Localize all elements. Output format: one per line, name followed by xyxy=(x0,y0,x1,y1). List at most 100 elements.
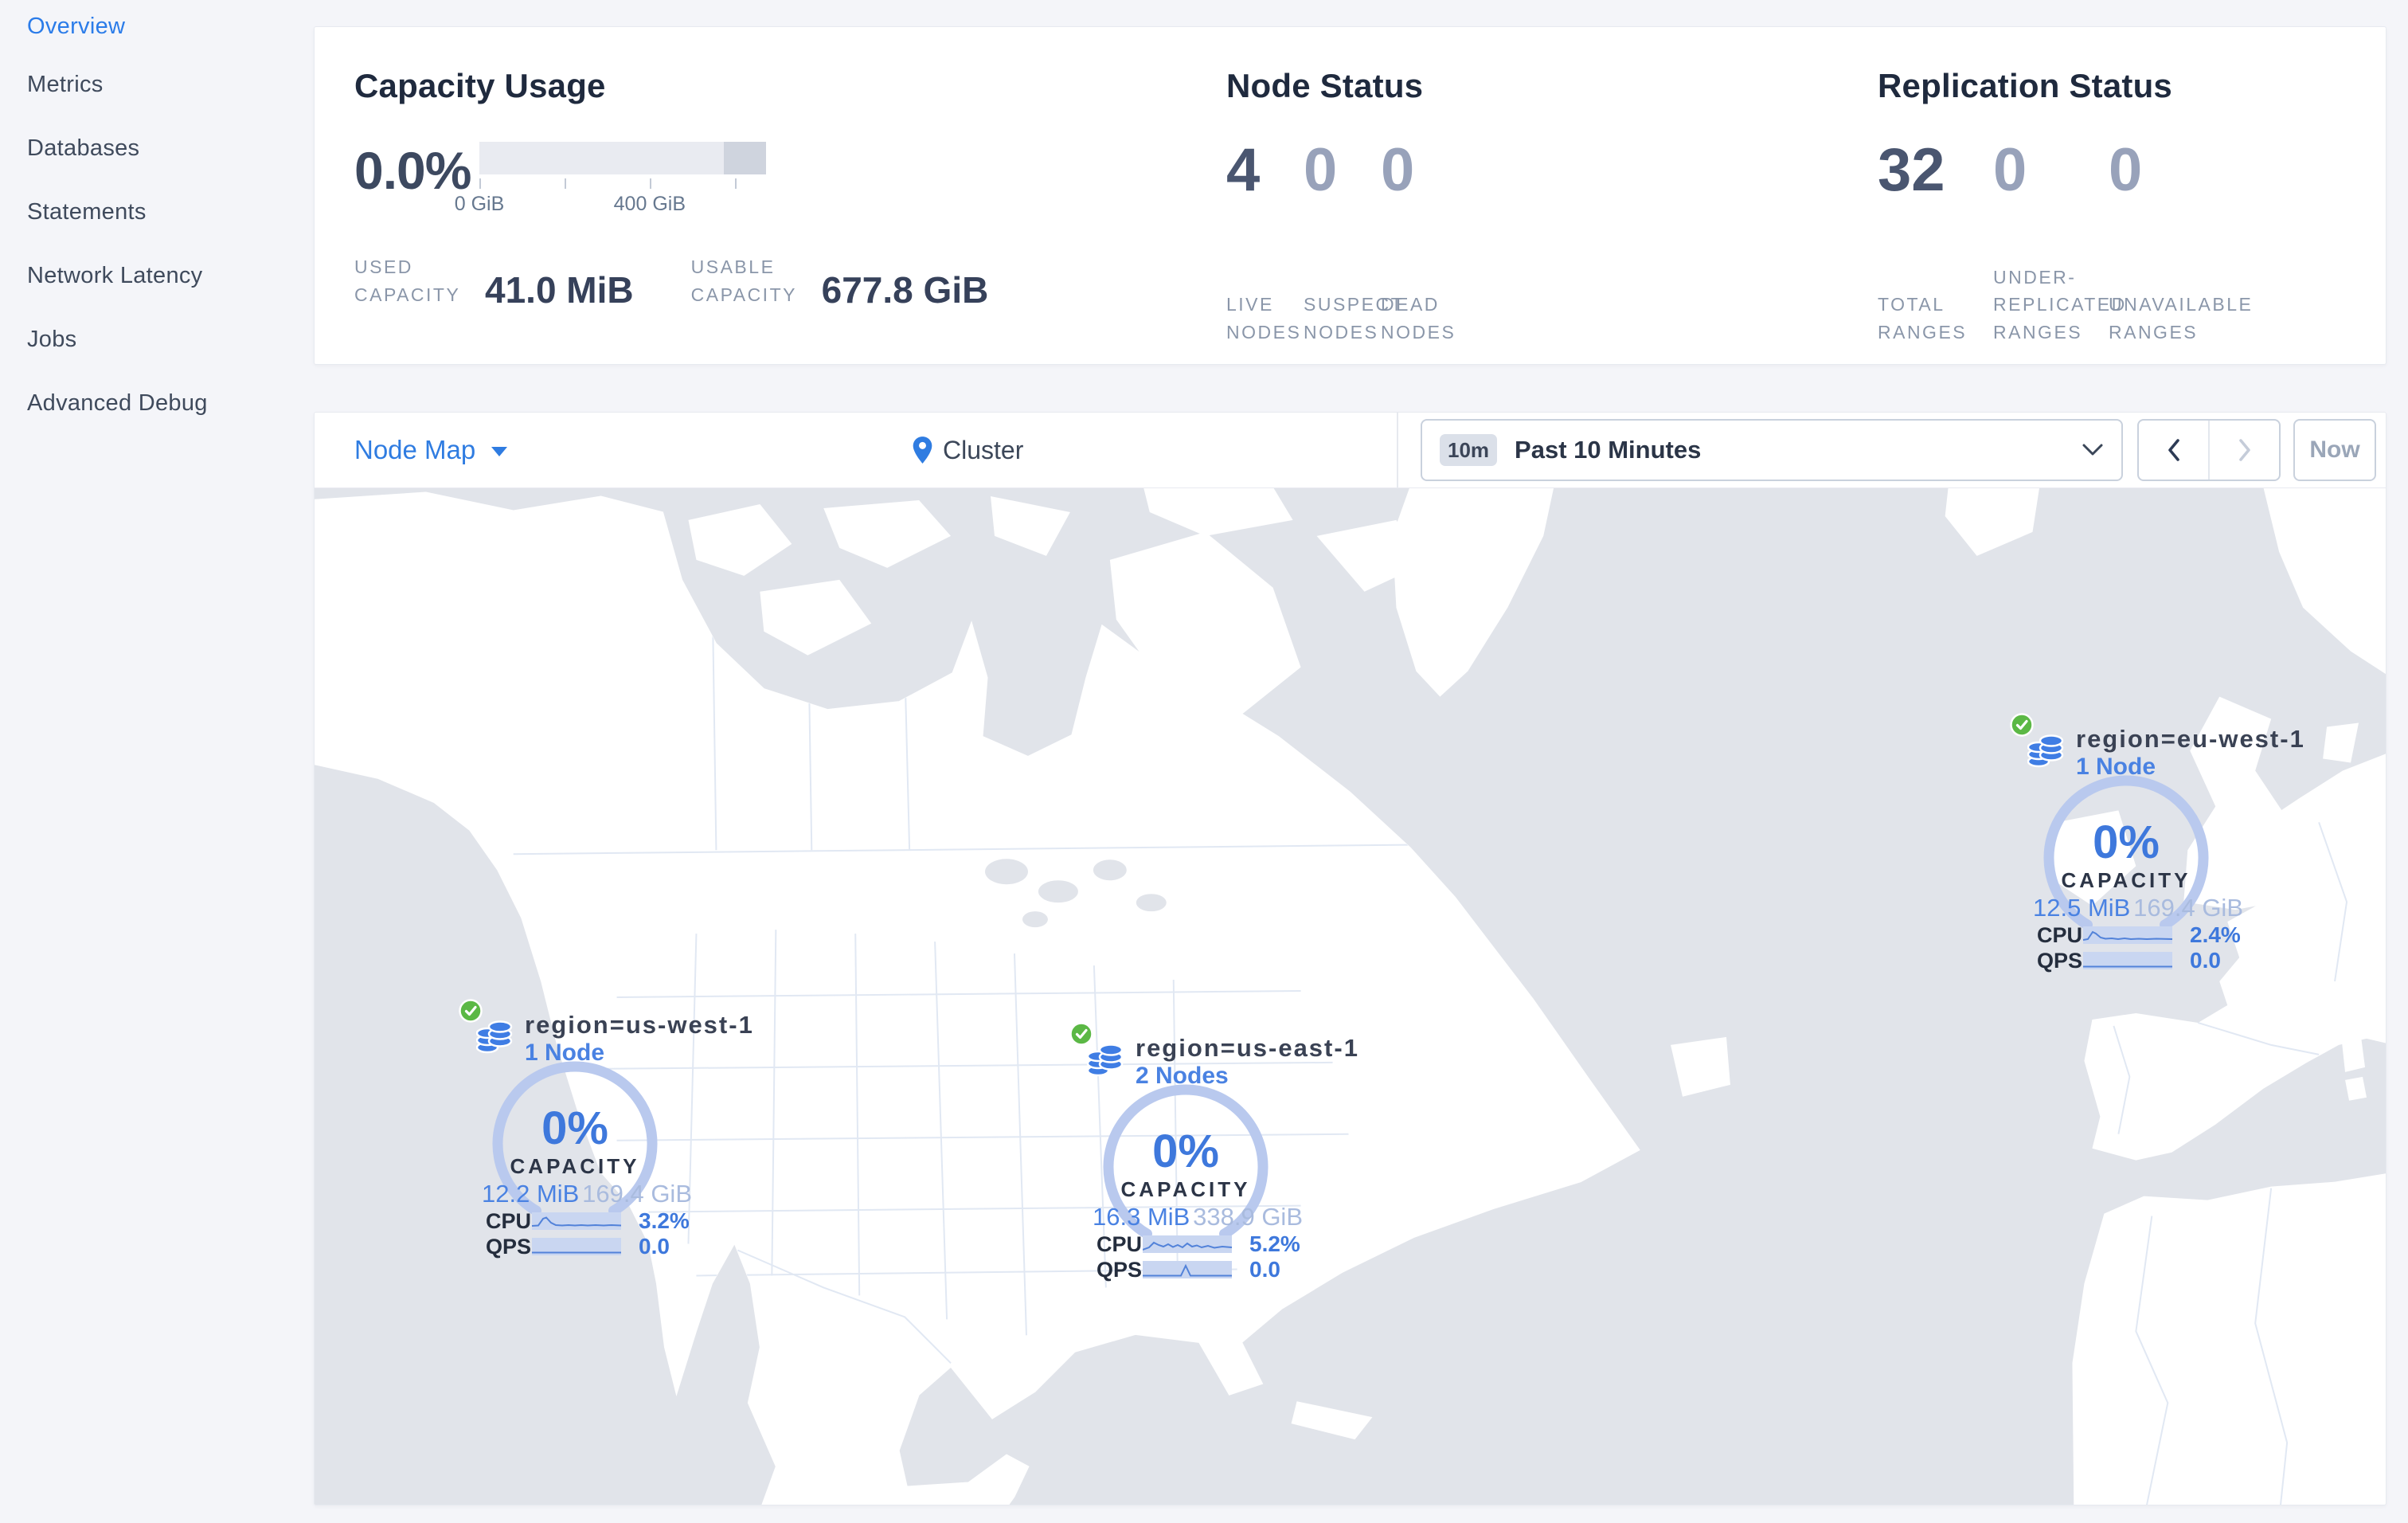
landmass-north-america xyxy=(315,491,1640,1505)
cpu-value: 2.4% xyxy=(2190,922,2241,947)
time-forward-button[interactable] xyxy=(2208,421,2279,480)
landmass-greenland xyxy=(1392,488,1554,697)
region-node-count-link[interactable]: 1 Node xyxy=(2076,754,2156,780)
time-range-dropdown[interactable]: 10m Past 10 Minutes xyxy=(1421,419,2123,481)
under-replicated-ranges-label: UNDER-REPLICATED RANGES xyxy=(1993,266,2127,343)
africa-borders xyxy=(2135,1188,2289,1505)
region-total-capacity: 338.9 GiB xyxy=(1193,1203,1303,1231)
cpu-label: CPU xyxy=(486,1208,532,1233)
total-ranges-count: 32 xyxy=(1878,136,1945,204)
live-nodes-label: LIVE NODES xyxy=(1226,294,1302,343)
region-node-count-link[interactable]: 1 Node xyxy=(525,1039,605,1066)
sidebar: Overview Metrics Databases Statements Ne… xyxy=(0,0,313,1523)
replication-status-section: Replication Status 32 TOTAL RANGES 0 UND… xyxy=(1878,27,2386,364)
total-ranges-label: TOTAL RANGES xyxy=(1878,294,1968,343)
qps-sparkline xyxy=(1143,1261,1232,1278)
cpu-sparkline xyxy=(1143,1235,1232,1253)
capacity-gauge-label: CAPACITY xyxy=(2061,868,2191,892)
breadcrumb-cluster: Cluster xyxy=(943,435,1024,464)
view-mode-dropdown[interactable]: Node Map xyxy=(354,435,912,465)
qps-label: QPS xyxy=(486,1234,532,1259)
breadcrumb[interactable]: Cluster xyxy=(912,436,1023,465)
capacity-bar-reserved-segment xyxy=(724,142,766,174)
unavailable-ranges-label: UNAVAILABLE RANGES xyxy=(2109,294,2254,343)
toolbar-divider xyxy=(1397,413,1398,487)
capacity-bar: 0 GiB 400 GiB xyxy=(455,142,766,217)
dead-nodes-count: 0 xyxy=(1381,136,1415,204)
sidebar-item-network-latency[interactable]: Network Latency xyxy=(27,262,203,288)
qps-label: QPS xyxy=(2037,948,2083,973)
landmass-europe xyxy=(2084,754,2386,1161)
suspect-nodes-count: 0 xyxy=(1304,136,1338,204)
landmass-cuba xyxy=(1291,1401,1373,1440)
great-lakes xyxy=(985,859,1167,928)
cpu-sparkline xyxy=(532,1212,621,1230)
database-nodes-icon xyxy=(2027,734,2064,768)
usable-capacity-value: 677.8 GiB xyxy=(821,269,989,311)
capacity-usage-title: Capacity Usage xyxy=(354,67,606,104)
capacity-axis-tick-0: 0 GiB xyxy=(454,193,505,215)
capacity-gauge-percent: 0% xyxy=(1152,1126,1219,1177)
landmass-scandinavia xyxy=(2263,488,2386,675)
used-capacity-label: USED CAPACITY xyxy=(354,256,461,305)
sidebar-item-metrics[interactable]: Metrics xyxy=(27,71,104,97)
landmass-newfoundland xyxy=(1671,1036,1730,1097)
under-replicated-ranges-count: 0 xyxy=(1993,136,2027,204)
main-content: Capacity Usage 0.0% 0 GiB 400 GiB xyxy=(313,0,2408,1523)
capacity-gauge-percent: 0% xyxy=(541,1102,608,1154)
now-button[interactable]: Now xyxy=(2293,419,2376,481)
region-name[interactable]: region=us-west-1 xyxy=(525,1011,754,1039)
time-range-badge: 10m xyxy=(1440,434,1498,466)
time-back-button[interactable] xyxy=(2139,421,2208,480)
capacity-percent: 0.0% xyxy=(354,141,471,200)
qps-sparkline xyxy=(532,1238,621,1255)
region-marker-us-west-1[interactable]: region=us-west-1 1 Node 0% CAPACITY 12.2… xyxy=(450,990,752,1265)
dead-nodes-label: DEAD NODES xyxy=(1381,294,1456,343)
usable-capacity-label: USABLE CAPACITY xyxy=(690,256,797,305)
mediterranean-islands xyxy=(2341,1030,2367,1101)
live-nodes-count: 4 xyxy=(1226,136,1261,204)
suspect-nodes-label: SUSPECT NODES xyxy=(1304,294,1404,343)
chevron-left-icon xyxy=(2168,439,2179,461)
world-map xyxy=(315,488,2386,1505)
region-used-capacity: 16.3 MiB xyxy=(1093,1203,1190,1231)
capacity-gauge-percent: 0% xyxy=(2093,816,2160,868)
region-marker-us-east-1[interactable]: region=us-east-1 2 Nodes 0% CAPACITY 16.… xyxy=(1061,1013,1358,1288)
landmass-ireland xyxy=(2050,810,2136,906)
view-mode-label: Node Map xyxy=(354,435,476,464)
region-name[interactable]: region=us-east-1 xyxy=(1136,1034,1359,1062)
qps-sparkline xyxy=(2083,952,2172,969)
state-borders xyxy=(513,583,1429,1364)
unavailable-ranges-count: 0 xyxy=(2109,136,2143,204)
region-used-capacity: 12.5 MiB xyxy=(2033,894,2131,922)
region-node-count-link[interactable]: 2 Nodes xyxy=(1136,1063,1229,1089)
time-pager xyxy=(2137,419,2281,481)
capacity-gauge-label: CAPACITY xyxy=(510,1154,640,1178)
caret-down-icon xyxy=(491,447,508,456)
region-marker-eu-west-1[interactable]: region=eu-west-1 1 Node 0% CAPACITY 12.5… xyxy=(2001,704,2304,979)
cpu-label: CPU xyxy=(2037,922,2083,947)
qps-value: 0.0 xyxy=(2190,948,2221,973)
sidebar-item-databases[interactable]: Databases xyxy=(27,135,140,161)
cpu-label: CPU xyxy=(1096,1231,1143,1256)
node-map-card: Node Map Cluster 10m Past 10 Minutes xyxy=(314,412,2386,1505)
region-name[interactable]: region=eu-west-1 xyxy=(2076,725,2305,753)
region-total-capacity: 169.4 GiB xyxy=(582,1180,692,1208)
node-status-title: Node Status xyxy=(1226,67,1424,104)
database-nodes-icon xyxy=(1087,1043,1124,1077)
node-map: region=us-west-1 1 Node 0% CAPACITY 12.2… xyxy=(315,488,2386,1505)
region-total-capacity: 169.4 GiB xyxy=(2133,894,2243,922)
region-used-capacity: 12.2 MiB xyxy=(482,1180,580,1208)
capacity-axis-tick-400: 400 GiB xyxy=(613,193,686,215)
capacity-gauge-label: CAPACITY xyxy=(1120,1177,1251,1201)
cpu-sparkline xyxy=(2083,926,2172,944)
sidebar-item-overview[interactable]: Overview xyxy=(27,13,126,39)
cpu-value: 3.2% xyxy=(639,1208,690,1233)
capacity-usage-section: Capacity Usage 0.0% 0 GiB 400 GiB xyxy=(354,27,1226,364)
sidebar-item-jobs[interactable]: Jobs xyxy=(27,326,77,352)
map-pin-icon xyxy=(913,437,932,464)
cpu-value: 5.2% xyxy=(1249,1231,1300,1256)
sidebar-item-advanced-debug[interactable]: Advanced Debug xyxy=(27,390,208,416)
chevron-right-icon xyxy=(2238,439,2250,461)
sidebar-item-statements[interactable]: Statements xyxy=(27,198,147,225)
